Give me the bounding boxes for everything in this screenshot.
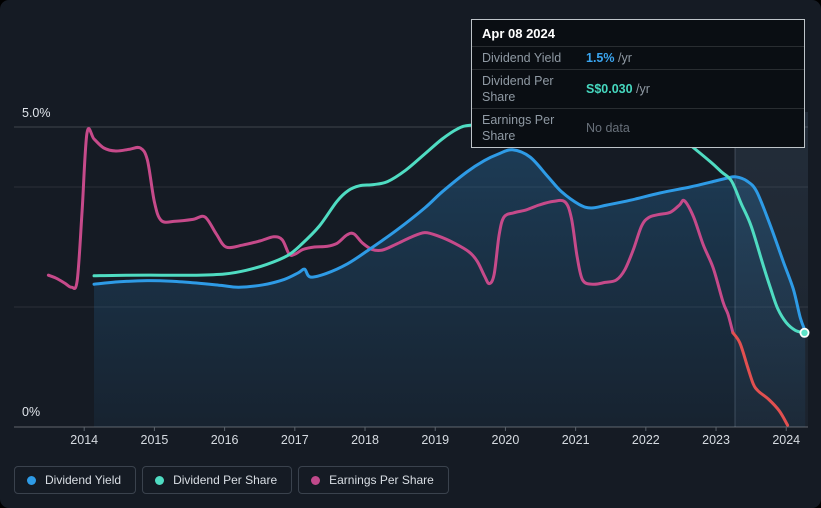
earnings-per-share-line-negative[interactable] <box>731 331 790 427</box>
x-axis-tick-label: 2024 <box>772 433 800 447</box>
series-color-dot-icon <box>311 475 321 485</box>
x-axis-tick-label: 2018 <box>351 433 379 447</box>
x-axis-tick-label: 2017 <box>281 433 309 447</box>
tooltip-value: No data <box>586 121 630 135</box>
tooltip-date: Apr 08 2024 <box>482 26 555 41</box>
dividend-per-share-line[interactable] <box>92 123 806 335</box>
x-axis-tick-label: 2015 <box>141 433 169 447</box>
legend-item-dividend-yield[interactable]: Dividend Yield <box>14 466 137 494</box>
x-axis-tick-label: 2020 <box>492 433 520 447</box>
series-color-dot-icon <box>155 475 165 485</box>
tooltip-row-earnings-per-share: Earnings Per Share No data <box>472 108 804 147</box>
x-axis-tick-label: 2022 <box>632 433 660 447</box>
x-axis-tick-label: 2014 <box>70 433 98 447</box>
x-axis-tick-label: 2021 <box>562 433 590 447</box>
dividend-history-chart[interactable]: 2014 2015 2016 2017 2018 2019 2020 2021 2022 2023… <box>0 0 821 460</box>
series-color-dot-icon <box>27 475 36 485</box>
tooltip-label: Earnings Per Share <box>482 113 555 143</box>
earnings-per-share-line[interactable] <box>46 127 735 335</box>
x-axis-tick-label: 2023 <box>702 433 730 447</box>
tooltip-label: Dividend Per Share <box>482 74 554 104</box>
tooltip-row-dividend-yield: Dividend Yield 1.5% /yr <box>472 46 804 69</box>
legend-label: Dividend Per Share <box>173 473 278 487</box>
chart-tooltip: Apr 08 2024 Dividend Yield 1.5% /yr Divi… <box>471 19 805 148</box>
tooltip-value: S$0.030 /yr <box>586 82 650 96</box>
dividend-yield-line[interactable] <box>92 148 807 333</box>
series-end-marker-center <box>801 329 808 336</box>
dividend-yield-area <box>94 149 806 427</box>
tooltip-row-dividend-per-share: Dividend Per Share S$0.030 /yr <box>472 69 804 108</box>
tooltip-value: 1.5% /yr <box>586 51 632 65</box>
legend-item-dividend-per-share[interactable]: Dividend Per Share <box>142 466 293 494</box>
legend-label: Dividend Yield <box>45 473 122 487</box>
legend-item-earnings-per-share[interactable]: Earnings Per Share <box>298 466 449 494</box>
x-axis-tick-label: 2016 <box>211 433 239 447</box>
chart-legend: Dividend Yield Dividend Per Share Earnin… <box>14 466 449 494</box>
legend-label: Earnings Per Share <box>329 473 434 487</box>
y-axis-label-top: 5.0% <box>22 106 51 120</box>
x-axis-tick-label: 2019 <box>421 433 449 447</box>
tooltip-label: Dividend Yield <box>482 51 562 65</box>
y-axis-label-bottom: 0% <box>22 405 41 419</box>
